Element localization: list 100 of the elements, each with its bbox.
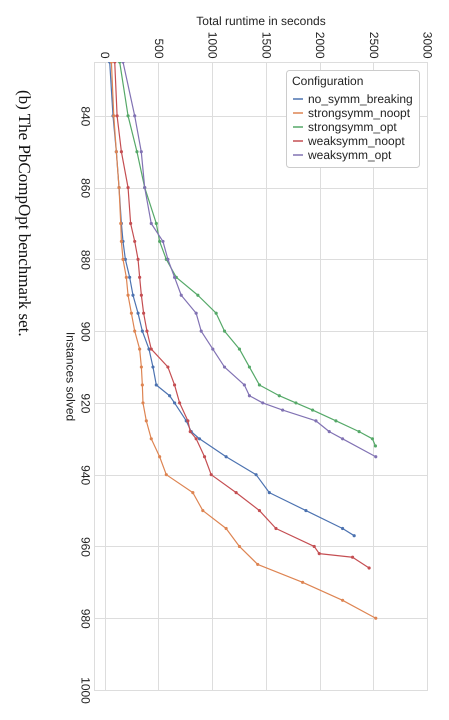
legend-title: Configuration [292, 74, 364, 88]
point [133, 240, 136, 244]
x-tick-label: 2000 [313, 32, 328, 59]
point [350, 556, 354, 559]
point [370, 437, 374, 440]
point [238, 544, 242, 548]
point [194, 312, 198, 315]
point [128, 276, 132, 279]
point [318, 552, 321, 556]
point [340, 526, 344, 530]
point [191, 491, 194, 494]
point [238, 348, 242, 351]
point [150, 348, 153, 351]
point [178, 401, 182, 404]
point [258, 383, 262, 387]
point [358, 430, 361, 434]
point [294, 401, 298, 404]
point [268, 491, 271, 494]
point [194, 437, 198, 440]
point [224, 455, 228, 458]
point [138, 276, 142, 279]
point [158, 240, 162, 244]
point [168, 394, 172, 398]
y-tick-label: 1000 [78, 677, 92, 704]
legend-label: no_symm_breaking [308, 92, 413, 106]
point [304, 508, 308, 512]
point [211, 348, 214, 351]
x-tick-label: 500 [152, 38, 166, 59]
point [126, 294, 130, 297]
point [172, 383, 176, 387]
point [258, 508, 262, 512]
point [141, 401, 145, 404]
point [140, 294, 143, 297]
point [328, 430, 331, 434]
y-tick-label: 860 [78, 178, 92, 198]
y-tick-label: 900 [78, 322, 92, 342]
x-axis-title: Total runtime in seconds [196, 14, 326, 28]
y-tick-label: 840 [78, 106, 92, 127]
point [144, 419, 148, 422]
point [131, 294, 135, 297]
point [214, 312, 218, 315]
point [161, 240, 165, 244]
point [374, 455, 378, 458]
y-tick-label: 920 [78, 393, 92, 414]
point [138, 348, 142, 351]
point [180, 294, 183, 297]
point [334, 419, 338, 422]
point [254, 473, 258, 476]
point [281, 408, 284, 412]
x-tick-label: 3000 [420, 32, 434, 59]
point [248, 365, 252, 369]
point [133, 114, 136, 118]
point [261, 401, 264, 404]
point [154, 383, 158, 387]
point [140, 365, 143, 369]
legend-label: strongsymm_opt [308, 120, 398, 134]
legend-label: weaksymm_opt [307, 148, 392, 162]
point [224, 526, 228, 530]
point [166, 365, 170, 369]
y-tick-label: 880 [78, 250, 92, 270]
point [140, 383, 144, 387]
legend-label: weaksymm_noopt [307, 134, 406, 148]
point [145, 330, 149, 333]
point [200, 330, 203, 333]
point [374, 616, 378, 620]
point [172, 401, 176, 404]
point [234, 491, 238, 494]
point [278, 394, 281, 398]
y-tick-label: 960 [78, 536, 92, 558]
point [120, 150, 123, 154]
point [210, 473, 213, 476]
point [151, 365, 155, 369]
point [121, 258, 125, 261]
point [135, 150, 139, 154]
point [164, 473, 168, 476]
x-tick-label: 1000 [206, 32, 220, 59]
point [158, 455, 162, 458]
text: (b) The PbCompOpt benchmark set. [15, 90, 34, 337]
point [222, 330, 226, 333]
point [124, 276, 128, 279]
point [198, 437, 202, 440]
point [142, 312, 146, 315]
point [340, 437, 344, 440]
point [301, 580, 304, 584]
point [201, 508, 204, 512]
x-tick-label: 1500 [259, 32, 274, 59]
x-tick-label: 0 [98, 52, 112, 59]
point [314, 419, 318, 422]
y-tick-label: 980 [78, 608, 92, 630]
point [140, 150, 143, 154]
point [196, 294, 200, 297]
point [242, 383, 246, 387]
point [374, 444, 378, 448]
point [126, 186, 130, 190]
point [312, 544, 316, 548]
legend-label: strongsymm_noopt [308, 106, 411, 120]
point [340, 598, 344, 602]
point [116, 114, 119, 118]
point [154, 222, 158, 226]
point [150, 437, 153, 440]
